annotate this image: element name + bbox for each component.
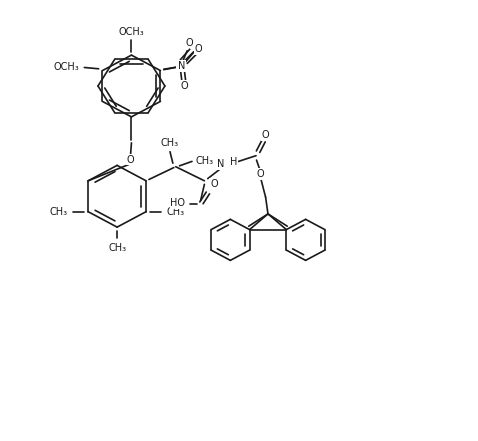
- Text: N: N: [178, 61, 185, 71]
- Text: O: O: [195, 45, 203, 54]
- Text: O: O: [181, 81, 188, 90]
- Text: O: O: [210, 179, 218, 189]
- Text: CH₃: CH₃: [161, 138, 179, 148]
- Text: CH₃: CH₃: [196, 157, 214, 166]
- Text: O: O: [262, 130, 270, 140]
- Text: OCH₃: OCH₃: [54, 62, 79, 72]
- Text: N: N: [217, 159, 225, 169]
- Text: CH₃: CH₃: [50, 207, 68, 217]
- Text: CH₃: CH₃: [108, 243, 126, 253]
- Text: OCH₃: OCH₃: [119, 26, 144, 37]
- Text: HO: HO: [170, 198, 185, 208]
- Text: N: N: [177, 61, 184, 71]
- Text: O: O: [127, 155, 134, 164]
- Text: CH₃: CH₃: [166, 207, 185, 217]
- Text: H: H: [230, 157, 238, 167]
- Text: O: O: [256, 169, 264, 179]
- Text: O: O: [185, 37, 193, 48]
